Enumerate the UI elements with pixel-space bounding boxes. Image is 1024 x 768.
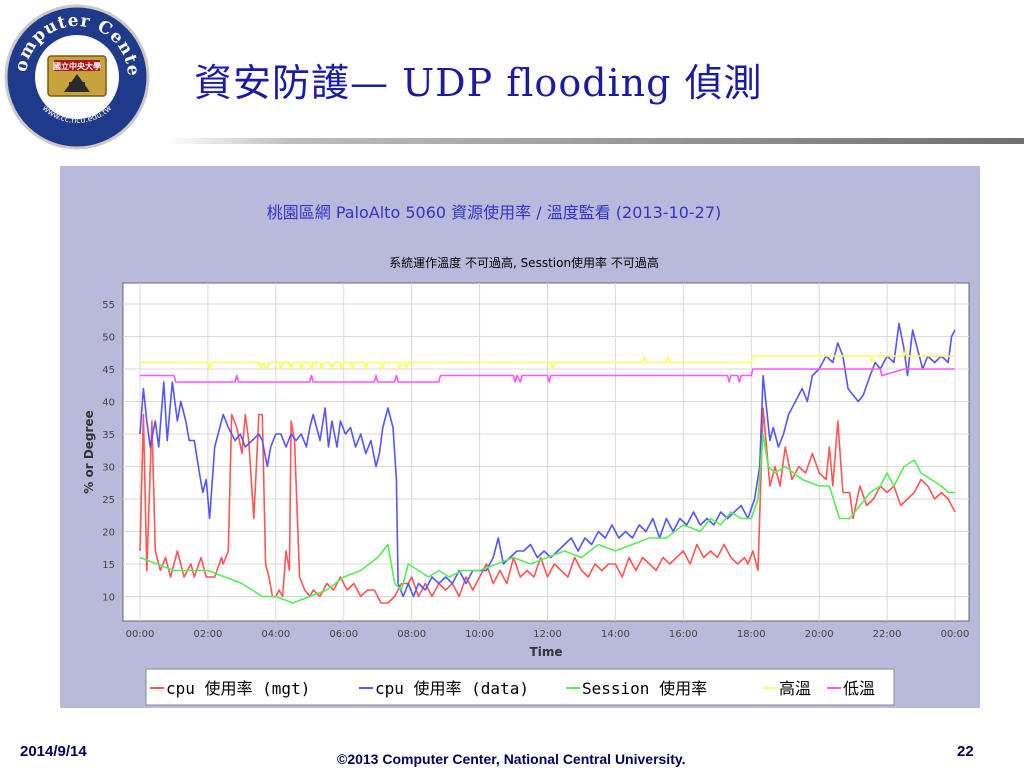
y-tick-label: 25: [102, 495, 115, 506]
series-line-1: [139, 322, 956, 598]
series-line-0: [139, 407, 956, 604]
chart-title: 桃園區網 PaloAlto 5060 資源使用率 / 溫度監看 (2013-10…: [267, 203, 722, 222]
series-layer: [139, 322, 956, 604]
y-axis-ticks: 10 15 20 25 30 35 40 45 50 55: [102, 300, 115, 604]
x-tick-label: 06:00: [329, 629, 358, 640]
legend-label: 低溫: [843, 679, 875, 698]
chart-panel: 桃園區網 PaloAlto 5060 資源使用率 / 溫度監看 (2013-10…: [60, 166, 980, 708]
computer-center-logo: Computer Center www.cc.ncu.edu.tw 國立中央大學: [0, 0, 150, 150]
x-tick-label: 20:00: [805, 629, 834, 640]
y-tick-label: 20: [102, 528, 115, 539]
x-tick-label: 18:00: [737, 629, 766, 640]
y-tick-label: 55: [102, 300, 115, 311]
logo-pagoda-base: [69, 82, 85, 92]
series-line-3: [140, 348, 955, 370]
x-tick-label: 08:00: [397, 629, 426, 640]
slide-title: 資安防護— UDP flooding 偵測: [194, 61, 763, 105]
chart-canvas: 桃園區網 PaloAlto 5060 資源使用率 / 溫度監看 (2013-10…: [82, 203, 970, 706]
logo-badge-text: 國立中央大學: [53, 61, 101, 71]
x-tick-label: 00:00: [126, 629, 155, 640]
x-axis-ticks: 00:00 02:00 04:00 06:00 08:00 10:00 12:00 14:00…: [126, 629, 970, 640]
legend: cpu 使用率 (mgt) cpu 使用率 (data) Session 使用率 高溫…: [150, 679, 875, 698]
legend-label: cpu 使用率 (data): [375, 679, 529, 698]
x-tick-label: 14:00: [601, 629, 630, 640]
x-tick-label: 10:00: [465, 629, 494, 640]
legend-label: 高溫: [779, 679, 811, 698]
y-tick-label: 45: [102, 365, 115, 376]
x-tick-label: 12:00: [533, 629, 562, 640]
page-number: 22: [957, 743, 974, 760]
y-tick-label: 15: [102, 560, 115, 571]
x-tick-label: 16:00: [669, 629, 698, 640]
x-tick-label: 00:00: [941, 629, 970, 640]
x-axis-label: Time: [530, 645, 563, 659]
x-tick-label: 22:00: [873, 629, 902, 640]
y-axis-label: % or Degree: [82, 410, 96, 493]
y-tick-label: 50: [102, 333, 115, 344]
legend-label: cpu 使用率 (mgt): [166, 679, 310, 698]
x-tick-label: 04:00: [261, 629, 290, 640]
footer-copyright: ©2013 Computer Center, National Central …: [337, 751, 686, 767]
y-tick-label: 35: [102, 430, 115, 441]
y-tick-label: 10: [102, 593, 115, 604]
y-tick-label: 40: [102, 398, 115, 409]
x-tick-label: 02:00: [194, 629, 223, 640]
logo-emblem: Computer Center www.cc.ncu.edu.tw 國立中央大學: [0, 0, 150, 150]
legend-label: Session 使用率: [582, 679, 707, 698]
series-line-2: [139, 433, 955, 604]
chart-subtitle: 系統運作溫度 不可過高, Sesstion使用率 不可過高: [389, 255, 659, 270]
y-tick-label: 30: [102, 463, 115, 474]
series-line-4: [140, 368, 955, 383]
title-underline: [165, 138, 1024, 144]
footer-date: 2014/9/14: [20, 743, 87, 760]
logo-badge-banner: [54, 60, 100, 71]
grid-lines: [123, 283, 969, 621]
